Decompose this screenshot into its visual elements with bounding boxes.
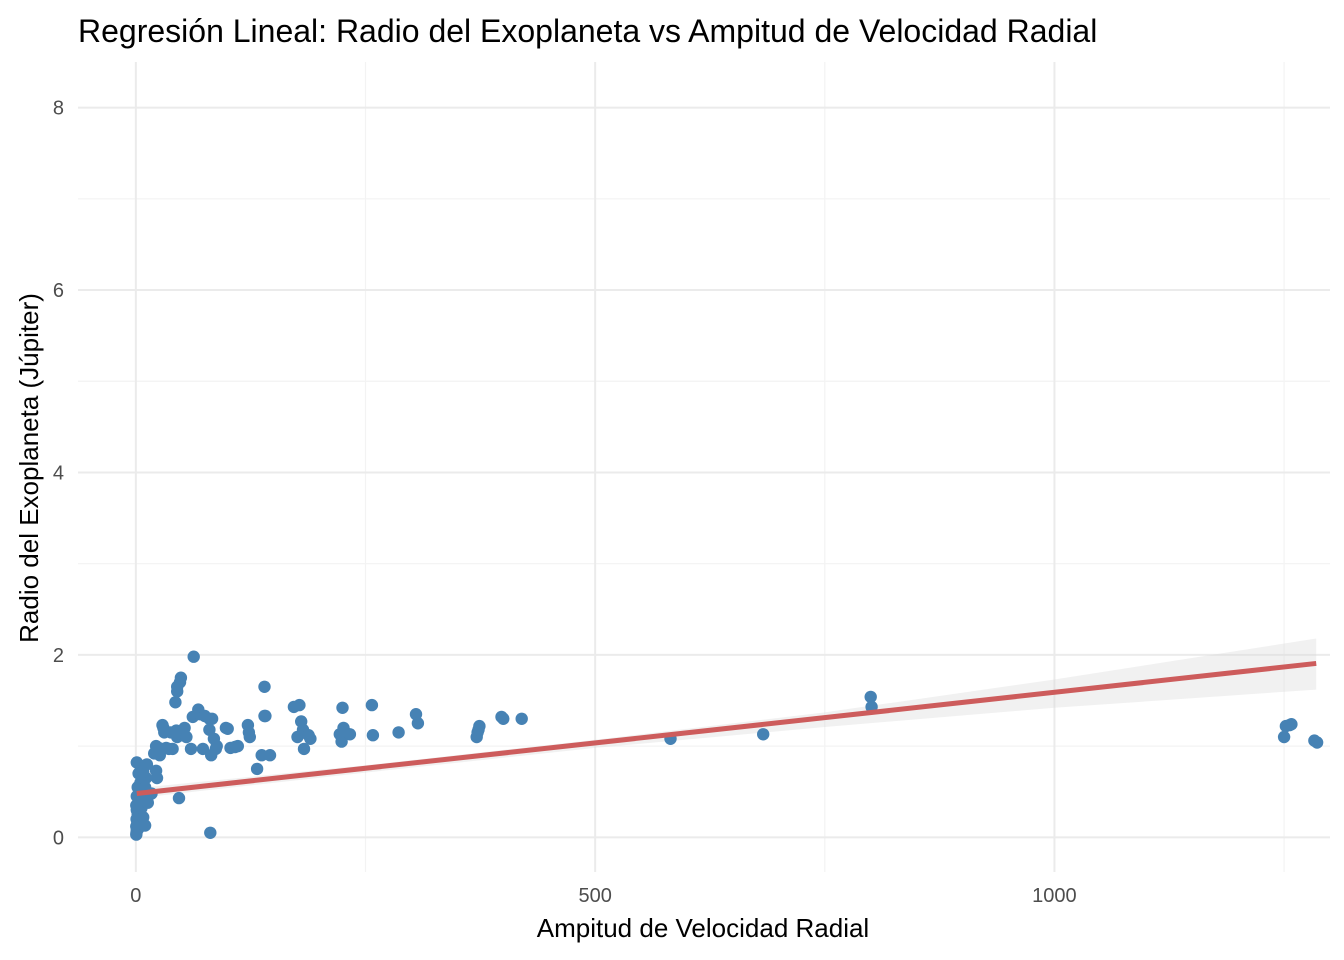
data-point-118 [1310,736,1324,749]
y-axis-title: Radio del Exoplaneta (Júpiter) [14,293,44,643]
data-point-98 [366,729,380,742]
chart-title: Regresión Lineal: Radio del Exoplaneta v… [78,13,1097,49]
data-point-93 [336,701,349,714]
data-point-101 [411,717,425,730]
data-point-111 [864,690,877,704]
x-tick-label-0: 0 [130,885,141,907]
y-tick-label-1: 2 [53,645,64,667]
data-point-82 [263,749,277,762]
tick-labels: 0 500 1000 0 2 4 6 8 [53,98,1077,907]
data-point-85 [293,698,306,712]
x-tick-label-1: 500 [578,885,611,907]
y-tick-label-0: 0 [53,827,64,849]
data-point-79 [258,680,271,693]
data-point-28 [141,796,154,809]
data-point-113 [1277,730,1291,744]
confidence-band-layer [136,638,1317,799]
confidence-band [136,638,1317,799]
data-point-73 [231,739,244,753]
data-point-25 [140,758,154,771]
data-point-76 [243,730,256,744]
data-point-90 [304,732,317,745]
data-point-62 [204,826,217,839]
data-point-45 [169,696,182,709]
data-point-53 [180,730,193,744]
data-point-34 [149,764,163,777]
data-point-116 [1285,718,1298,731]
y-tick-label-3: 6 [53,280,64,302]
data-point-108 [515,712,528,725]
data-point-16 [130,756,143,769]
data-point-68 [210,739,223,753]
data-point-65 [205,712,219,725]
grid [78,62,1330,872]
data-point-107 [497,712,510,725]
data-point-54 [184,742,198,756]
data-point-50 [172,791,186,805]
data-point-88 [297,742,311,756]
data-point-41 [166,742,179,756]
y-tick-label-2: 4 [53,462,64,484]
regression-line-layer [136,660,1317,796]
data-point-56 [187,650,200,663]
x-tick-label-2: 1000 [1032,885,1077,907]
data-point-70 [221,722,234,735]
data-point-110 [757,728,770,741]
y-tick-label-4: 8 [53,98,64,120]
data-point-81 [259,709,272,723]
data-point-105 [473,719,486,733]
data-point-97 [365,698,379,712]
data-point-96 [343,728,357,741]
data-point-38 [156,718,169,732]
data-point-29 [138,819,152,832]
data-point-77 [250,762,264,776]
data-point-49 [174,671,188,684]
data-point-99 [392,726,405,739]
x-axis-title: Ampitud de Velocidad Radial [537,913,869,943]
regression-line [136,660,1317,796]
